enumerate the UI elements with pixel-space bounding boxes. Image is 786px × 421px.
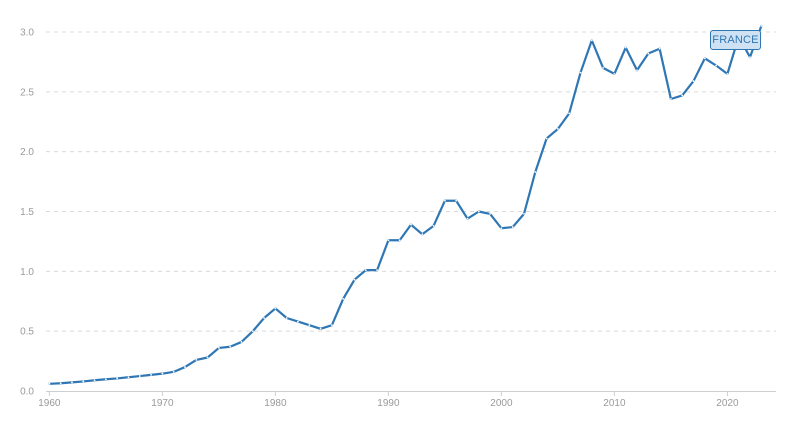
data-point <box>251 330 254 333</box>
data-point <box>410 223 412 226</box>
data-point <box>590 39 593 42</box>
series-line-france <box>48 24 763 385</box>
series-layer <box>48 24 763 385</box>
data-point <box>138 375 141 377</box>
y-tick-label: 1.5 <box>20 207 34 218</box>
grid-layer <box>46 31 776 332</box>
x-tick-label: 1980 <box>264 398 287 409</box>
data-point <box>545 137 548 140</box>
data-point <box>206 356 209 359</box>
x-tick-label: 1970 <box>151 398 174 409</box>
data-point <box>172 370 175 373</box>
data-point <box>500 227 503 230</box>
y-tick-label: 0.5 <box>20 327 34 338</box>
y-tick-label: 0.0 <box>20 387 34 398</box>
data-point <box>715 64 718 67</box>
data-point <box>116 377 119 380</box>
x-tick-label: 2020 <box>716 398 739 409</box>
x-tick-label: 2010 <box>603 398 626 409</box>
series-label-france: FRANCE <box>710 30 761 50</box>
data-point <box>636 69 638 72</box>
data-point <box>229 345 232 348</box>
data-point <box>59 382 62 385</box>
data-point <box>82 380 85 383</box>
data-point <box>692 80 695 82</box>
x-tick-label: 1960 <box>38 398 61 409</box>
data-point <box>195 358 198 361</box>
y-tick-label: 2.5 <box>20 87 34 98</box>
axis-layer: 0.0 0.5 1.0 1.5 2.0 2.5 3.0 1960 1970 1980 1990 200… <box>20 28 776 409</box>
data-point <box>432 224 435 227</box>
data-point <box>240 341 243 343</box>
data-point <box>364 269 367 272</box>
data-point <box>330 324 333 327</box>
data-point <box>297 320 299 323</box>
data-point <box>489 212 492 215</box>
data-point <box>602 67 605 69</box>
data-point <box>647 52 650 55</box>
data-point <box>421 233 424 236</box>
data-point <box>557 128 559 130</box>
data-point <box>274 307 277 310</box>
data-point <box>161 372 164 375</box>
data-point <box>342 297 345 300</box>
y-tick-label: 2.0 <box>20 147 34 158</box>
data-point <box>681 94 684 97</box>
data-point <box>579 71 582 74</box>
data-point <box>703 57 706 60</box>
data-point <box>760 25 763 27</box>
data-point <box>534 171 537 173</box>
data-point <box>444 199 446 202</box>
data-point <box>613 72 616 75</box>
x-tick-label: 2000 <box>490 398 513 409</box>
data-point <box>726 72 729 75</box>
data-point <box>263 317 265 319</box>
data-point <box>670 98 672 100</box>
data-point <box>658 47 661 50</box>
data-point <box>624 46 627 49</box>
data-point <box>48 382 51 385</box>
data-point <box>71 381 73 384</box>
data-point <box>511 226 514 228</box>
data-point <box>308 324 311 327</box>
data-point <box>150 373 152 376</box>
data-point <box>104 378 107 381</box>
data-point <box>217 347 220 349</box>
data-point <box>387 239 390 242</box>
y-tick-label: 1.0 <box>20 267 34 278</box>
data-point <box>184 366 186 368</box>
data-point <box>376 269 378 272</box>
data-point <box>319 327 322 330</box>
data-point <box>93 379 96 382</box>
data-point <box>477 210 480 213</box>
data-point <box>353 278 356 281</box>
x-tick-label: 1990 <box>377 398 400 409</box>
data-point <box>749 56 751 59</box>
data-point <box>455 199 458 202</box>
data-point <box>398 239 401 242</box>
data-point <box>568 112 571 115</box>
data-point <box>466 217 469 220</box>
y-tick-label: 3.0 <box>20 28 34 39</box>
data-point <box>127 376 130 379</box>
data-point <box>523 212 525 215</box>
data-point <box>285 317 288 319</box>
